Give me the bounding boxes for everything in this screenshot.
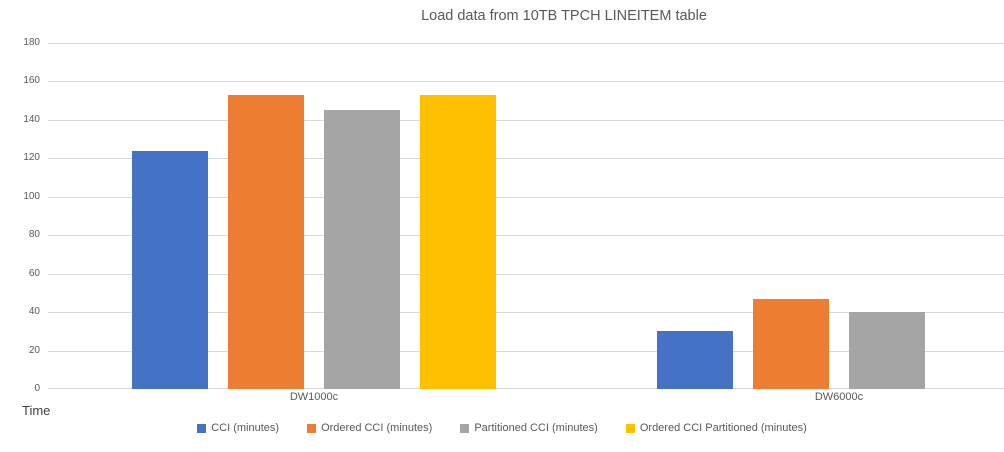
legend-item-2: Partitioned CCI (minutes) xyxy=(460,422,598,434)
gridline-20 xyxy=(48,350,1004,352)
y-axis-title: Time xyxy=(22,403,51,418)
legend-swatch-icon xyxy=(197,423,207,433)
legend-label: Ordered CCI Partitioned (minutes) xyxy=(639,422,807,434)
gridline-160 xyxy=(48,81,1004,83)
gridline-120 xyxy=(48,158,1004,160)
y-tick-label-180: 180 xyxy=(23,37,40,48)
gridline-140 xyxy=(48,119,1004,121)
gridline-180 xyxy=(48,43,1004,44)
y-tick-label-100: 100 xyxy=(23,190,40,202)
chart-title: Load data from 10TB TPCH LINEITEM table xyxy=(421,8,707,24)
legend-item-3: Ordered CCI Partitioned (minutes) xyxy=(625,422,807,434)
bar-dw1000c-partitioned-cci-minutes xyxy=(324,110,400,389)
legend: CCI (minutes) Ordered CCI (minutes) Partit… xyxy=(0,422,1004,434)
gridline-0 xyxy=(48,388,1004,389)
gridline-100 xyxy=(48,196,1004,198)
gridline-40 xyxy=(48,312,1004,314)
x-axis: DW1000c DW6000c xyxy=(48,391,1004,407)
bar-dw1000c-ordered-cci-minutes xyxy=(228,94,304,389)
legend-swatch-icon xyxy=(460,423,470,433)
y-tick-label-140: 140 xyxy=(23,113,40,125)
y-tick-label-0: 0 xyxy=(34,383,40,394)
bar-dw1000c-cci-minutes xyxy=(132,150,208,389)
gridline-80 xyxy=(48,235,1004,237)
legend-label: Ordered CCI (minutes) xyxy=(321,422,433,434)
y-tick-label-160: 160 xyxy=(23,75,40,87)
bar-dw6000c-partitioned-cci-minutes xyxy=(849,312,925,389)
bar-dw6000c-ordered-cci-minutes xyxy=(753,298,829,389)
bar-dw6000c-cci-minutes xyxy=(657,331,733,389)
y-tick-label-60: 60 xyxy=(28,267,40,279)
gridline-60 xyxy=(48,273,1004,275)
bar-dw1000c-ordered-cci-partitioned-minutes xyxy=(420,94,496,389)
y-tick-label-80: 80 xyxy=(28,229,40,241)
legend-label: CCI (minutes) xyxy=(211,422,280,434)
y-tick-label-40: 40 xyxy=(28,306,40,318)
legend-item-0: CCI (minutes) xyxy=(197,422,279,434)
legend-swatch-icon xyxy=(307,423,317,433)
legend-item-1: Ordered CCI (minutes) xyxy=(307,422,432,434)
y-tick-label-20: 20 xyxy=(28,344,40,356)
y-tick-label-120: 120 xyxy=(23,152,40,164)
x-category-label-dw1000c: DW1000c xyxy=(289,391,339,403)
plot-area xyxy=(48,43,1004,389)
legend-label: Partitioned CCI (minutes) xyxy=(474,422,598,434)
x-category-label-dw6000c: DW6000c xyxy=(814,391,864,403)
legend-swatch-icon xyxy=(625,423,635,433)
